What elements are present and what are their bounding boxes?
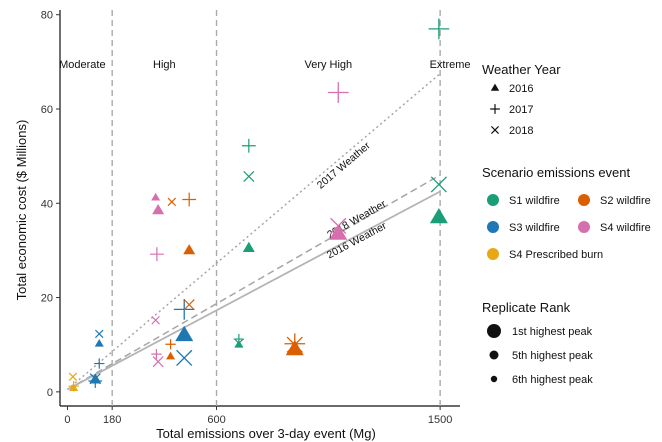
legend-item-2018: 2018 [509,125,533,137]
point-s1-2018 [430,176,447,193]
legend-rank-item: 1st highest peak [512,326,593,338]
point-s2-2017 [284,333,306,355]
legend-size-dot [487,324,501,338]
point-s4-2017 [149,247,164,262]
point-s4p-2018 [68,372,78,382]
fit-line-2016 [67,190,441,391]
fit-line-label: 2017 Weather [315,139,373,191]
point-s3-2017 [88,374,103,388]
region-label-high: High [153,59,176,71]
legend-size-dot [489,350,499,360]
legend-item-s4-wildfire: S4 wildfire [600,222,651,234]
y-tick-label: 40 [41,198,53,210]
plot-area: 0 20 40 60 80 0 180 600 1500 Moderate High Very Hig… [41,10,471,426]
x-axis-title: Total emissions over 3-day event (Mg) [156,426,376,441]
point-s1-2018 [234,339,244,348]
point-s2-2016 [166,351,176,360]
legend-symbol-plus [490,104,500,114]
point-s4-2018 [151,315,160,325]
legend-item-2017: 2017 [509,104,533,116]
legend-swatch [487,248,499,260]
legend-swatch [487,194,499,206]
legend-item-s3-wildfire: S3 wildfire [509,222,560,234]
point-s2-2017 [182,192,197,207]
point-s2-2018 [286,336,303,353]
legend-item-s4-prescribed-burn: S4 Prescribed burn [509,249,603,261]
legend-title-scenario: Scenario emissions event [482,165,631,180]
x-tick-label: 1500 [428,414,452,426]
point-s3-2016 [94,339,104,347]
legend-symbol-cross [491,126,499,134]
region-label-very-high: Very High [304,59,352,71]
point-s4-2017 [151,348,162,360]
region-label-extreme: Extreme [430,59,471,71]
x-tick-label: 600 [207,414,225,426]
y-tick-label: 60 [41,104,53,116]
point-s3-2018 [176,349,193,367]
y-tick-label: 20 [41,293,53,305]
legend-rank-item: 6th highest peak [512,374,593,386]
point-s3-2018 [95,329,104,339]
legend-symbol-triangle [490,83,500,91]
legend-swatch [487,221,499,233]
legend-rank-item: 5th highest peak [512,350,593,362]
point-s4-2017 [327,82,349,103]
point-s4-2016 [151,192,161,201]
point-s1-2016 [242,241,255,252]
point-s4-2016 [329,224,348,240]
y-tick-label: 80 [41,10,53,22]
legend-size-dot [490,375,498,383]
x-tick-label: 180 [103,414,121,426]
x-tick-label: 0 [64,414,70,426]
point-s2-2018 [183,299,195,311]
point-s2-2018 [167,197,177,207]
legend-swatch [578,221,590,233]
point-s2-2017 [165,339,176,350]
point-s3-2017 [94,358,105,369]
point-s4-2018 [330,217,347,235]
legend-title-weather-year: Weather Year [482,62,561,77]
point-s1-2018 [243,170,255,182]
point-s1-2017 [428,18,450,40]
y-tick-label: 0 [47,387,53,399]
point-s3-2016 [175,325,194,342]
legend-title-replicate-rank: Replicate Rank [482,300,571,315]
legend-item-s1-wildfire: S1 wildfire [509,195,560,207]
legend-item-2016: 2016 [509,83,533,95]
fit-line-2017 [66,73,441,391]
point-s4-2018 [152,356,164,368]
point-s2-2016 [183,244,196,255]
point-s3-2018 [89,373,101,385]
point-s1-2017 [241,138,256,153]
point-s4-2016 [152,204,165,215]
legend-item-s2-wildfire: S2 wildfire [600,195,651,207]
legend-swatch [578,194,590,206]
point-s1-2016 [429,207,448,224]
legend: Weather Year Scenario emissions event Re… [482,62,651,386]
y-axis-title: Total economic cost ($ Millions) [14,120,29,301]
region-label-moderate: Moderate [59,59,105,71]
fit-line-2018 [67,174,441,391]
point-s4p-2017 [68,381,79,392]
